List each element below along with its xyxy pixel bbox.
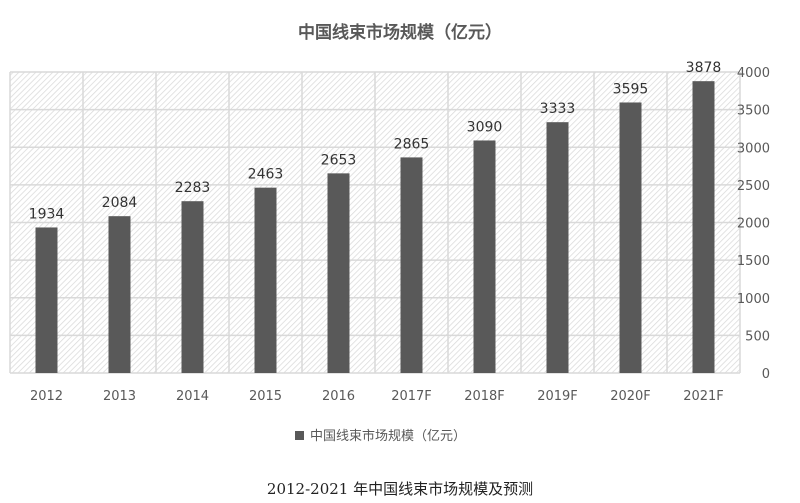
y-tick-label: 1500 — [737, 254, 770, 269]
data-label: 2653 — [321, 152, 357, 168]
bar — [400, 157, 423, 373]
x-tick-label: 2021F — [683, 389, 724, 404]
bar — [327, 173, 350, 373]
data-label: 3878 — [686, 60, 722, 76]
x-tick-label: 2017F — [391, 389, 432, 404]
bar-chart: 中国线束市场规模（亿元） 1934 2084 2283 2463 2653 2865 309… — [9, 22, 770, 444]
data-label: 3595 — [613, 81, 649, 97]
data-label: 2463 — [248, 167, 284, 183]
data-label: 1934 — [29, 206, 65, 222]
bar — [35, 227, 58, 373]
data-label: 3090 — [467, 119, 503, 135]
figure-caption: 2012-2021 年中国线束市场规模及预测 — [266, 480, 534, 498]
y-tick-label: 4000 — [737, 66, 770, 81]
data-label: 2084 — [102, 195, 138, 211]
chart-title: 中国线束市场规模（亿元） — [298, 22, 502, 43]
bar — [546, 122, 569, 374]
bar — [108, 216, 131, 373]
x-tick-label: 2013 — [103, 389, 136, 404]
bar — [473, 140, 496, 373]
y-tick-label: 2000 — [737, 217, 770, 232]
bar — [254, 187, 277, 373]
y-tick-label: 500 — [745, 329, 770, 344]
x-tick-label: 2012 — [30, 389, 63, 404]
legend-label: 中国线束市场规模（亿元） — [310, 428, 466, 444]
y-tick-label: 3000 — [737, 141, 770, 156]
bar — [181, 201, 204, 373]
data-label: 3333 — [540, 101, 576, 117]
y-tick-label: 0 — [762, 367, 770, 382]
x-tick-label: 2020F — [610, 389, 651, 404]
bar — [692, 81, 715, 374]
bar — [619, 102, 642, 373]
y-tick-label: 2500 — [737, 179, 770, 194]
y-tick-label: 3500 — [737, 104, 770, 119]
x-tick-label: 2019F — [537, 389, 578, 404]
x-tick-label: 2014 — [176, 389, 209, 404]
x-tick-label: 2015 — [249, 389, 282, 404]
data-label: 2283 — [175, 180, 211, 196]
legend: 中国线束市场规模（亿元） — [295, 428, 466, 444]
x-tick-label: 2018F — [464, 389, 505, 404]
y-tick-label: 1000 — [737, 292, 770, 307]
legend-swatch — [295, 431, 304, 440]
data-label: 2865 — [394, 136, 430, 152]
x-tick-label: 2016 — [322, 389, 355, 404]
